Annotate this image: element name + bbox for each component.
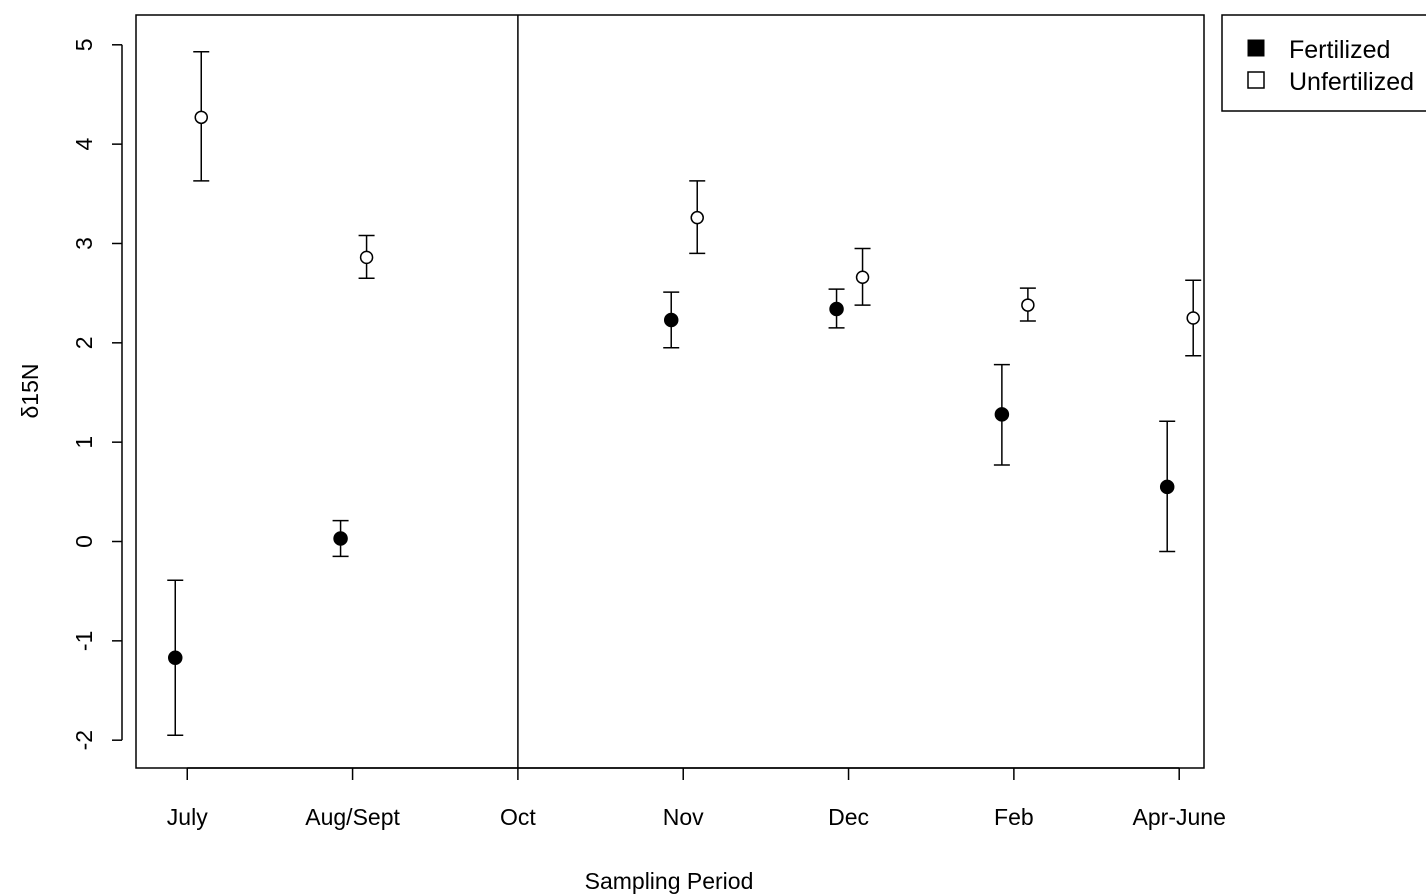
- point-fertilized-july: [168, 650, 183, 665]
- legend-fertilized-icon: [1247, 39, 1265, 57]
- y-axis: -2 -1 0 1 2 3 4 5: [71, 38, 123, 750]
- x-tick-label-feb: Feb: [994, 804, 1034, 830]
- x-tick-label-july: July: [167, 804, 208, 830]
- x-tick-label-oct: Oct: [500, 804, 536, 830]
- x-tick-label-dec: Dec: [828, 804, 869, 830]
- point-unfertilized-july: [194, 110, 209, 125]
- y-tick-label-2: -2: [71, 730, 97, 750]
- y-tick-label-5: 5: [71, 38, 97, 51]
- y-tick-label-4: 4: [71, 138, 97, 151]
- legend-unfertilized-label: Unfertilized: [1289, 68, 1414, 96]
- x-tick-label-apr-june: Apr-June: [1133, 804, 1226, 830]
- y-tick-label-2: 2: [71, 336, 97, 349]
- point-unfertilized-aug-sept: [359, 250, 374, 265]
- x-axis: July Aug/Sept Oct Nov Dec Feb Apr-June: [167, 767, 1226, 830]
- legend-fertilized-label: Fertilized: [1289, 36, 1390, 64]
- series-fertilized: [167, 288, 1176, 736]
- y-tick-label-1: 1: [71, 436, 97, 449]
- plot-frame: [135, 14, 1205, 769]
- point-fertilized-aug-sept: [333, 531, 348, 546]
- point-fertilized-dec: [829, 301, 844, 317]
- x-axis-title: Sampling Period: [585, 868, 754, 894]
- point-unfertilized-apr-june: [1186, 311, 1200, 325]
- y-tick-label-1: -1: [71, 631, 97, 651]
- y-axis-title: δ15N: [17, 364, 43, 419]
- x-tick-label-nov: Nov: [663, 804, 704, 830]
- y-tick-label-0: 0: [71, 535, 97, 548]
- legend-unfertilized-icon: [1247, 71, 1265, 89]
- point-unfertilized-feb: [1021, 298, 1035, 312]
- y-tick-label-3: 3: [71, 237, 97, 250]
- point-unfertilized-dec: [855, 270, 870, 285]
- data-marks: [167, 51, 1202, 736]
- legend: Fertilized Unfertilized: [1221, 14, 1426, 112]
- x-tick-label-aug-sept: Aug/Sept: [305, 804, 400, 830]
- legend-box: [1221, 14, 1426, 112]
- point-fertilized-apr-june: [1159, 479, 1175, 495]
- series-unfertilized: [193, 51, 1202, 357]
- point-unfertilized-nov: [690, 210, 704, 225]
- point-fertilized-feb: [994, 407, 1010, 422]
- point-fertilized-nov: [663, 312, 679, 328]
